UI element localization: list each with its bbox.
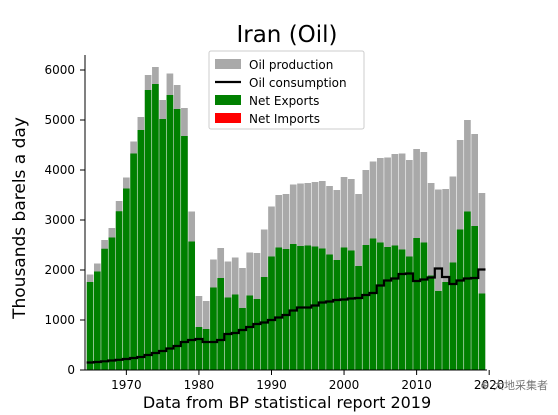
x-axis-label: Data from BP statistical report 2019 [143,393,431,412]
y-tick-label: 6000 [44,63,75,77]
net-exports-bar [210,287,217,370]
x-tick-label: 1970 [111,378,142,392]
net-exports-bar [166,95,174,370]
net-exports-bar [86,282,94,370]
y-tick-label: 3000 [44,213,75,227]
net-exports-bar [195,327,203,370]
net-exports-bar [217,278,225,370]
legend-label-imports: Net Imports [249,112,320,126]
net-exports-bar [282,249,290,370]
x-tick-label: 1980 [184,378,215,392]
net-exports-bar [253,299,261,370]
net-exports-bar [130,153,137,370]
net-exports-bar [369,238,377,370]
legend: Oil production Oil consumption Net Exports… [208,50,365,130]
net-exports-bar [152,84,159,370]
legend-box [208,50,365,130]
y-tick-label: 1000 [44,313,75,327]
net-exports-bar [471,226,479,370]
net-exports-bar [311,246,319,370]
net-exports-bar [456,229,464,370]
net-exports-bar [159,119,166,370]
net-exports-bar [449,262,457,370]
legend-patch-swatch [215,59,241,69]
x-tick-label: 1990 [256,378,287,392]
legend-label-production: Oil production [249,58,333,72]
net-exports-bar [355,266,362,370]
net-exports-bar [384,247,391,370]
net-exports-bar [376,242,384,370]
axes-layer: 0 1000 2000 3000 4000 5000 6000 1970 1980 1990 200… [44,55,504,392]
net-exports-bar [413,238,420,370]
legend-patch-swatch [215,113,241,123]
net-exports-bar [347,250,355,370]
net-exports-bar [362,245,370,370]
net-exports-bar [442,282,449,370]
net-exports-bar [406,256,413,370]
net-exports-bar [326,254,333,370]
consumption-layer [86,267,486,364]
production-bar [435,189,442,370]
net-exports-bar [108,237,116,370]
net-exports-bar [101,248,108,370]
net-exports-bar [289,244,297,370]
net-exports-bar [478,293,486,370]
x-tick-label: 2010 [401,378,432,392]
net-exports-bar [464,211,471,370]
net-exports-bar [181,136,188,370]
y-tick-label: 2000 [44,263,75,277]
consumption-line [86,267,486,364]
y-tick-label: 0 [67,363,75,377]
net-exports-bar [115,211,123,370]
y-tick-label: 5000 [44,113,75,127]
chart-title: Iran (Oil) [236,22,337,48]
net-exports-bar [427,275,435,370]
net-exports-bar [246,295,254,370]
production-bar [442,189,449,370]
net-exports-bar [137,130,145,370]
net-exports-bar [398,249,406,370]
x-tick-label: 2020 [474,378,505,392]
net-exports-bar [420,242,428,370]
x-tick-label: 2000 [329,378,360,392]
legend-patch-swatch [215,95,241,105]
net-exports-bar [123,188,130,370]
net-exports-bar [202,329,210,370]
net-exports-bar [435,291,442,370]
net-exports-bar [391,245,399,370]
net-exports-bar [275,247,283,370]
net-exports-bar [333,260,341,370]
net-exports-bar [144,90,152,370]
production-bar [478,193,486,370]
net-exports-bar [173,109,181,370]
net-exports-bar [239,308,246,370]
legend-label-consumption: Oil consumption [249,76,347,90]
net-exports-bar [340,247,348,370]
y-tick-label: 4000 [44,163,75,177]
net-exports-bar [188,241,196,370]
net-exports-bar [93,271,101,370]
y-axis-label: Thousands barels a day [10,117,30,320]
watermark: ⊕ 大地采集者 [480,379,548,392]
net-exports-bar [268,256,275,370]
net-exports-bar [318,248,326,370]
legend-label-exports: Net Exports [249,94,319,108]
